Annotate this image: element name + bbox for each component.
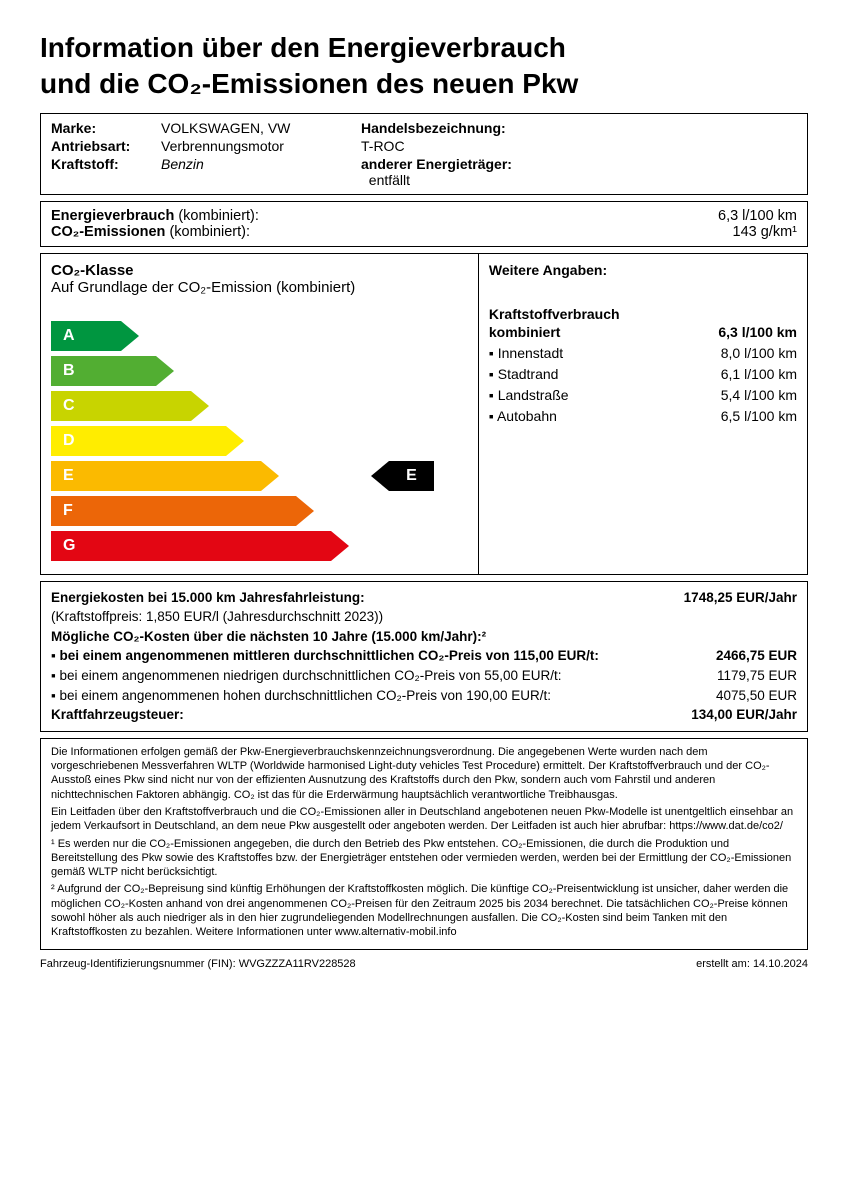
energy-class-e: E	[51, 461, 279, 491]
kraftstoffpreis-note: (Kraftstoffpreis: 1,850 EUR/l (Jahresdur…	[51, 607, 383, 627]
fuel-row: ▪ Stadtrand6,1 l/100 km	[489, 364, 797, 385]
kraftstoff-value: Benzin	[161, 156, 361, 188]
anderer-value: entfällt	[369, 172, 410, 188]
energy-class-c: C	[51, 391, 209, 421]
selected-class-marker: E	[371, 461, 434, 491]
co2-value: 143 g/km¹	[733, 224, 797, 240]
co2-class-subtitle: Auf Grundlage der CO₂-Emission (kombinie…	[51, 279, 468, 296]
fin-value: WVGZZZA11RV228528	[239, 958, 356, 970]
handels-value: T-ROC	[361, 138, 561, 154]
handels-label: Handelsbezeichnung:	[361, 120, 561, 136]
date-value: 14.10.2024	[753, 958, 808, 970]
kraftstoff-label: Kraftstoff:	[51, 156, 161, 188]
fin-label: Fahrzeug-Identifizierungsnummer (FIN):	[40, 958, 239, 970]
title-line2: und die CO₂-Emissionen des neuen Pkw	[40, 68, 578, 99]
energy-class-d: D	[51, 426, 244, 456]
costs-box: Energiekosten bei 15.000 km Jahresfahrle…	[40, 581, 808, 732]
energy-arrows: ABCDEFGE	[51, 321, 468, 566]
fuel-row: ▪ Innenstadt8,0 l/100 km	[489, 343, 797, 364]
energiekosten-label: Energiekosten bei 15.000 km Jahresfahrle…	[51, 588, 365, 608]
footnote-4: ² Aufgrund der CO₂-Bepreisung sind künft…	[51, 882, 797, 939]
hoch-value: 4075,50 EUR	[716, 686, 797, 706]
fuel-row: ▪ Landstraße5,4 l/100 km	[489, 385, 797, 406]
kombiniert-label: kombiniert	[489, 322, 561, 343]
marke-label: Marke:	[51, 120, 161, 136]
mittler-label: ▪ bei einem angenommenen mittleren durch…	[51, 646, 599, 666]
mittler-value: 2466,75 EUR	[716, 646, 797, 666]
co2-class-title: CO₂-Klasse	[51, 262, 468, 279]
co2kosten-label: Mögliche CO₂-Kosten über die nächsten 10…	[51, 627, 486, 647]
co2-class-panel: CO₂-Klasse Auf Grundlage der CO₂-Emissio…	[40, 253, 478, 575]
energy-class-f: F	[51, 496, 314, 526]
footer: Fahrzeug-Identifizierungsnummer (FIN): W…	[40, 958, 808, 970]
kombiniert-suffix: (kombiniert):	[174, 208, 259, 224]
page-title: Information über den Energieverbrauch un…	[40, 30, 808, 103]
class-further-row: CO₂-Klasse Auf Grundlage der CO₂-Emissio…	[40, 253, 808, 575]
energy-class-g: G	[51, 531, 349, 561]
steuer-value: 134,00 EUR/Jahr	[691, 705, 797, 725]
marke-value: VOLKSWAGEN, VW	[161, 120, 361, 136]
footnote-2: Ein Leitfaden über den Kraftstoffverbrau…	[51, 805, 797, 834]
consumption-box: Energieverbrauch (kombiniert): 6,3 l/100…	[40, 201, 808, 247]
further-title: Weitere Angaben:	[489, 262, 797, 278]
fuel-consumption-title: Kraftstoffverbrauch	[489, 306, 797, 322]
further-info-panel: Weitere Angaben: Kraftstoffverbrauch kom…	[478, 253, 808, 575]
date-label: erstellt am:	[696, 958, 753, 970]
niedrig-label: ▪ bei einem angenommenen niedrigen durch…	[51, 666, 562, 686]
steuer-label: Kraftfahrzeugsteuer:	[51, 705, 184, 725]
niedrig-value: 1179,75 EUR	[717, 666, 797, 686]
title-line1: Information über den Energieverbrauch	[40, 32, 566, 63]
fuel-row: ▪ Autobahn6,5 l/100 km	[489, 406, 797, 427]
energiekosten-value: 1748,25 EUR/Jahr	[684, 588, 797, 608]
antrieb-value: Verbrennungsmotor	[161, 138, 361, 154]
antrieb-label: Antriebsart:	[51, 138, 161, 154]
footnote-3: ¹ Es werden nur die CO₂-Emissionen angeg…	[51, 837, 797, 880]
hoch-label: ▪ bei einem angenommenen hohen durchschn…	[51, 686, 551, 706]
footnote-1: Die Informationen erfolgen gemäß der Pkw…	[51, 745, 797, 802]
kombiniert-value: 6,3 l/100 km	[718, 322, 797, 343]
energie-label: Energieverbrauch	[51, 208, 174, 224]
co2-label: CO₂-Emissionen	[51, 224, 165, 240]
energy-class-b: B	[51, 356, 174, 386]
anderer-label: anderer Energieträger:	[361, 156, 512, 172]
energie-value: 6,3 l/100 km	[718, 208, 797, 224]
footnotes-box: Die Informationen erfolgen gemäß der Pkw…	[40, 738, 808, 950]
vehicle-info-box: Marke: VOLKSWAGEN, VW Handelsbezeichnung…	[40, 113, 808, 195]
energy-class-a: A	[51, 321, 139, 351]
